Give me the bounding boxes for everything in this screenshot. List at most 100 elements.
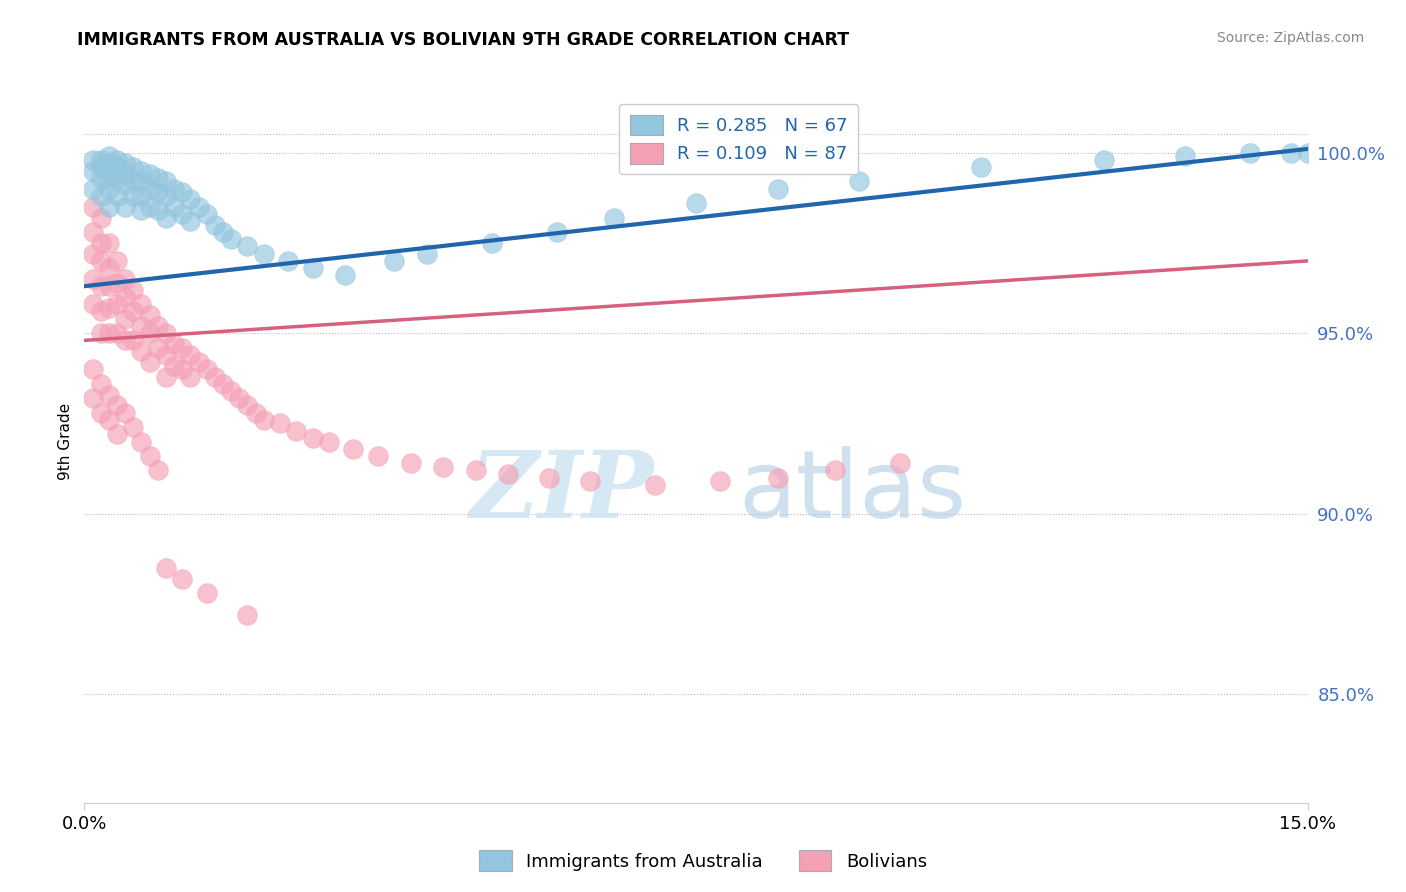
Point <box>114 200 136 214</box>
Legend: Immigrants from Australia, Bolivians: Immigrants from Australia, Bolivians <box>472 843 934 879</box>
Point <box>163 200 186 214</box>
Point <box>285 424 308 438</box>
Point <box>105 297 128 311</box>
Point <box>172 362 194 376</box>
Point <box>644 478 666 492</box>
Point <box>105 189 128 203</box>
Point <box>97 149 120 163</box>
Point <box>131 174 153 188</box>
Point <box>155 189 177 203</box>
Text: atlas: atlas <box>738 446 967 538</box>
Point <box>82 153 104 167</box>
Point <box>889 456 911 470</box>
Point <box>172 186 194 200</box>
Point <box>146 203 169 218</box>
Point <box>146 463 169 477</box>
Point <box>82 297 104 311</box>
Point <box>546 225 568 239</box>
Point <box>253 413 276 427</box>
Point <box>90 153 112 167</box>
Point <box>195 207 218 221</box>
Point <box>122 304 145 318</box>
Point <box>236 607 259 622</box>
Point <box>122 160 145 174</box>
Point <box>131 434 153 449</box>
Point <box>245 406 267 420</box>
Point <box>212 225 235 239</box>
Point <box>538 471 561 485</box>
Point <box>172 572 194 586</box>
Point <box>146 170 169 185</box>
Point <box>236 398 259 412</box>
Point <box>131 189 153 203</box>
Point <box>97 279 120 293</box>
Point <box>187 355 209 369</box>
Text: Source: ZipAtlas.com: Source: ZipAtlas.com <box>1216 31 1364 45</box>
Point <box>138 182 160 196</box>
Point <box>122 189 145 203</box>
Point <box>131 297 153 311</box>
Point <box>138 355 160 369</box>
Point <box>97 326 120 341</box>
Point <box>253 246 276 260</box>
Point <box>1279 145 1302 160</box>
Point <box>90 235 112 250</box>
Point <box>269 417 291 431</box>
Point <box>90 304 112 318</box>
Point <box>97 261 120 276</box>
Point <box>114 272 136 286</box>
Point <box>138 167 160 181</box>
Point <box>82 163 104 178</box>
Point <box>97 301 120 315</box>
Point <box>146 318 169 333</box>
Point <box>766 471 789 485</box>
Point <box>579 475 602 489</box>
Point <box>195 362 218 376</box>
Point <box>146 186 169 200</box>
Point <box>97 387 120 401</box>
Point <box>163 182 186 196</box>
Point <box>432 459 454 474</box>
Point <box>219 232 242 246</box>
Point <box>138 308 160 322</box>
Point <box>97 182 120 196</box>
Point <box>122 174 145 188</box>
Point <box>90 170 112 185</box>
Point <box>204 369 226 384</box>
Point <box>970 160 993 174</box>
Point <box>114 156 136 170</box>
Point <box>155 211 177 225</box>
Point <box>138 200 160 214</box>
Point <box>219 384 242 398</box>
Point <box>105 427 128 442</box>
Point <box>97 200 120 214</box>
Point <box>277 254 299 268</box>
Point <box>236 239 259 253</box>
Point <box>82 182 104 196</box>
Point <box>82 272 104 286</box>
Point <box>82 362 104 376</box>
Point <box>155 369 177 384</box>
Point <box>105 398 128 412</box>
Point <box>82 246 104 260</box>
Legend: R = 0.285   N = 67, R = 0.109   N = 87: R = 0.285 N = 67, R = 0.109 N = 87 <box>620 103 859 174</box>
Point <box>1296 145 1319 160</box>
Point <box>179 193 201 207</box>
Point <box>172 207 194 221</box>
Point <box>90 279 112 293</box>
Point <box>97 413 120 427</box>
Point <box>90 326 112 341</box>
Text: ZIP: ZIP <box>470 447 654 537</box>
Point <box>90 211 112 225</box>
Point <box>335 268 357 283</box>
Point <box>82 200 104 214</box>
Point <box>114 334 136 348</box>
Point <box>163 337 186 351</box>
Point <box>105 254 128 268</box>
Point <box>131 344 153 359</box>
Point <box>122 420 145 434</box>
Text: IMMIGRANTS FROM AUSTRALIA VS BOLIVIAN 9TH GRADE CORRELATION CHART: IMMIGRANTS FROM AUSTRALIA VS BOLIVIAN 9T… <box>77 31 849 49</box>
Point <box>301 431 323 445</box>
Point <box>105 153 128 167</box>
Point <box>131 203 153 218</box>
